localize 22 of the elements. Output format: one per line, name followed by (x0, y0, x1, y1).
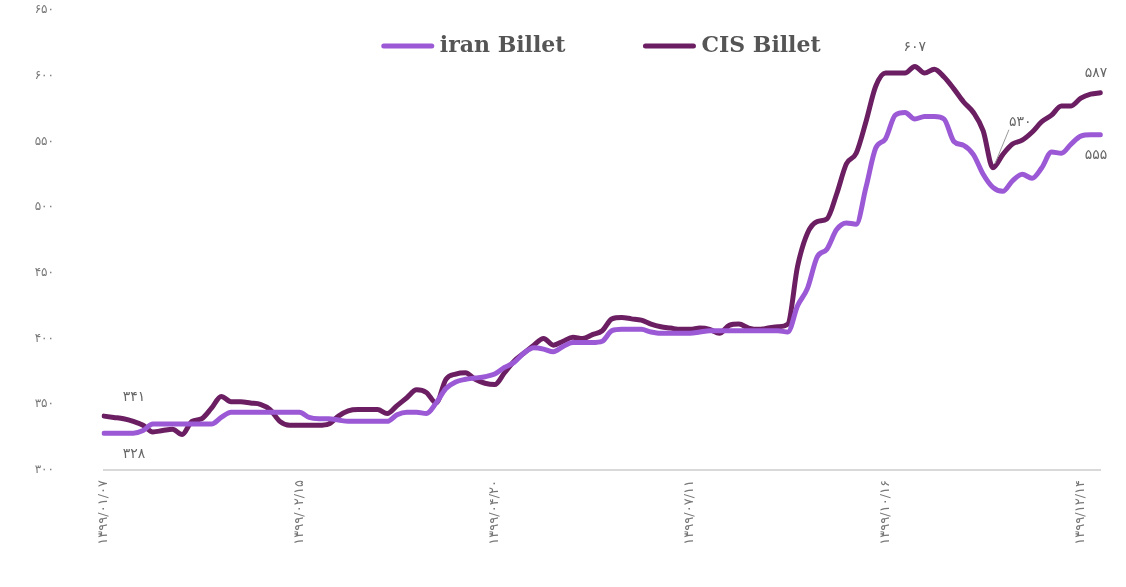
y-tick-label: ۴۵۰ (34, 264, 54, 279)
y-tick-label: ۳۰۰ (34, 462, 54, 477)
x-tick-label: ۱۳۹۹/۱۲/۱۴ (1072, 479, 1088, 545)
data-label: ۵۳۰ (1008, 113, 1032, 130)
x-tick-label: ۱۳۹۹/۱۰/۱۶ (876, 480, 892, 545)
x-tick-label: ۱۳۹۹/۰۲/۱۵ (290, 479, 306, 545)
y-tick-label: ۵۰۰ (34, 199, 54, 214)
data-label: ۵۸۷ (1084, 64, 1108, 81)
x-tick-label: ۱۳۹۹/۰۷/۱۱ (681, 480, 697, 545)
y-tick-label: ۴۰۰ (34, 330, 54, 345)
legend-label: CIS Billet (701, 30, 822, 57)
data-label: ۳۴۱ (122, 387, 146, 404)
x-tick-label: ۱۳۹۹/۰۴/۲۰ (486, 480, 502, 545)
y-tick-label: ۵۵۰ (34, 133, 54, 148)
data-label: ۳۲۸ (122, 444, 146, 461)
data-label: ۵۵۵ (1084, 146, 1108, 163)
data-label: ۶۰۷ (903, 38, 927, 55)
legend-label: iran Billet (439, 30, 567, 57)
y-tick-label: ۶۵۰ (34, 2, 54, 17)
x-tick-label: ۱۳۹۹/۰۱/۰۷ (95, 479, 111, 545)
y-tick-label: ۳۵۰ (34, 396, 54, 411)
y-tick-label: ۶۰۰ (34, 67, 54, 82)
